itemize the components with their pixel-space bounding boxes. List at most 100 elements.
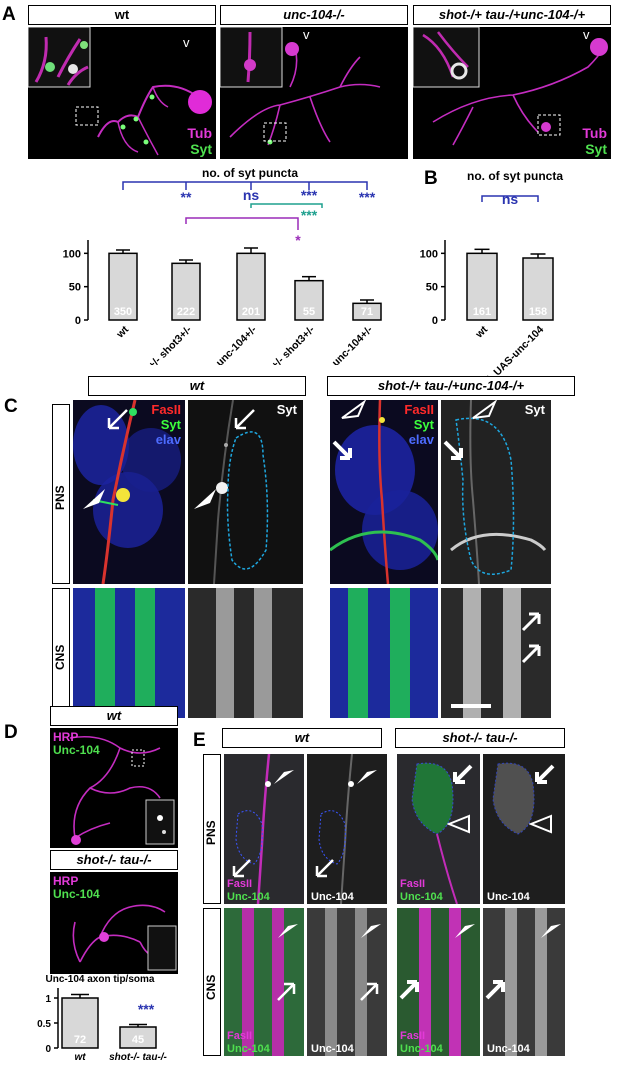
n-label: 350	[114, 306, 132, 318]
micrograph-c-cns-color-wt	[73, 588, 185, 718]
legend-hrp: HRP	[53, 730, 79, 744]
open-arrow-icon	[107, 409, 128, 430]
panel-e-title-mutant: shot-/- tau-/-	[395, 728, 565, 748]
legend-unc104: Unc-104	[400, 891, 443, 903]
arrowhead-icon: v	[583, 27, 590, 42]
micrograph-c-cns-color-mutant	[330, 588, 438, 718]
open-arrowhead-icon	[341, 400, 366, 419]
legend-fasii: FasII	[404, 402, 434, 417]
row-label-cns: CNS	[53, 644, 67, 670]
micrograph-c-pns-color-wt: FasII Syt elav	[73, 400, 185, 584]
panel-c-title-triple-het: shot-/+ tau-/+unc-104-/+	[327, 376, 575, 396]
legend-unc104-gray: Unc-104	[487, 1043, 530, 1055]
legend-syt: Syt	[160, 417, 181, 432]
micrograph-c-pns-syt-mutant: Syt	[441, 400, 551, 584]
panel-label-a: A	[2, 4, 16, 25]
significance-bracket	[481, 195, 539, 202]
n-label: 72	[74, 1034, 86, 1046]
y-tick-label: 0.5	[37, 1019, 51, 1030]
n-label: 55	[303, 306, 315, 318]
row-label-cns-box	[203, 908, 221, 1056]
panel-d-title-wt: wt	[50, 706, 178, 726]
significance-label: ***	[359, 189, 376, 205]
chart-a: no. of syt puncta 0 50 100 350 wt 222 tau+/- sh…	[63, 166, 382, 365]
legend-unc104-gray: Unc-104	[311, 891, 354, 903]
open-arrow-icon	[277, 982, 296, 1001]
row-label-pns: PNS	[53, 485, 67, 510]
y-tick-label: 1	[45, 994, 51, 1005]
arrowhead-icon	[541, 924, 561, 938]
micrograph-e-cns-color-wt: FasII Unc-104	[224, 908, 304, 1056]
arrow-icon	[521, 644, 541, 664]
legend-elav: elav	[155, 432, 181, 447]
micrograph-d-mutant: HRP Unc-104	[50, 872, 178, 974]
category-label: tau+/- shot3+/-	[135, 323, 195, 365]
panel-a-title-unc104: unc-104-/-	[220, 5, 408, 25]
arrowhead-icon	[357, 770, 377, 784]
chart-d: Unc-104 axon tip/soma 0 0.5 1 72 wt 45 shot-/- …	[37, 974, 167, 1063]
micrograph-d-wt: HRP Unc-104	[50, 728, 178, 848]
legend-syt: Syt	[190, 141, 212, 157]
y-tick-label: 50	[426, 282, 438, 294]
legend-fasii: FasII	[227, 878, 253, 890]
chart-title: Unc-104 axon tip/soma	[46, 974, 155, 985]
y-tick-label: 100	[63, 248, 81, 260]
micrograph-e-pns-gray-wt: Unc-104	[307, 754, 387, 904]
y-tick-label: 0	[432, 315, 438, 327]
chart-title: no. of syt puncta	[202, 166, 298, 180]
legend-unc104: Unc-104	[227, 1043, 270, 1055]
row-label-pns-box	[52, 404, 70, 584]
legend-syt-gray: Syt	[524, 402, 545, 417]
bar	[466, 252, 498, 321]
open-arrowhead-icon	[447, 814, 470, 834]
micrograph-c-cns-syt-mutant	[441, 588, 551, 718]
significance-bracket	[185, 217, 299, 230]
significance-label: ***	[138, 1001, 155, 1017]
arrowhead-icon	[83, 489, 105, 509]
arrow-icon	[535, 764, 555, 784]
legend-unc104: Unc-104	[53, 743, 100, 757]
micrograph-e-cns-color-mutant: FasII Unc-104	[397, 908, 480, 1056]
arrow-icon	[485, 980, 505, 1000]
open-arrow-icon	[315, 859, 334, 878]
arrow-icon	[521, 612, 541, 632]
arrow-icon	[332, 440, 352, 460]
significance-label: ***	[301, 207, 318, 223]
significance-label: *	[295, 232, 301, 248]
micrograph-a-unc104: v	[220, 27, 408, 159]
n-label: 161	[473, 306, 491, 318]
row-label-pns-box	[203, 754, 221, 904]
bar	[171, 262, 201, 321]
panel-d-title-mutant: shot-/- tau-/-	[50, 850, 178, 870]
category-label: wt	[473, 323, 491, 341]
chart-title: no. of syt puncta	[467, 169, 563, 183]
n-label: 71	[361, 306, 373, 318]
legend-fasii: FasII	[227, 1030, 253, 1042]
significance-label: ***	[301, 187, 318, 203]
micrograph-c-cns-syt-wt	[188, 588, 303, 718]
micrograph-c-pns-color-mutant: FasII Syt elav	[330, 400, 438, 584]
legend-unc104-gray: Unc-104	[487, 891, 530, 903]
legend-syt-gray: Syt	[276, 402, 297, 417]
micrograph-e-pns-color-wt: FasII Unc-104	[224, 754, 304, 904]
panel-label-e: E	[193, 730, 206, 751]
bar	[294, 279, 324, 321]
category-label: wt	[114, 323, 132, 341]
n-label: 222	[177, 306, 195, 318]
arrowhead-icon: v	[303, 27, 310, 42]
open-arrowhead-icon	[529, 814, 552, 834]
legend-unc104: Unc-104	[53, 887, 100, 901]
legend-elav: elav	[408, 432, 434, 447]
panel-label-b: B	[424, 168, 438, 189]
y-tick-label: 0	[75, 315, 81, 327]
significance-label: ns	[502, 191, 519, 207]
arrowhead-icon	[361, 924, 381, 938]
legend-syt: Syt	[585, 141, 607, 157]
legend-syt: Syt	[413, 417, 434, 432]
open-arrow-icon	[232, 859, 251, 878]
category-label: wt	[74, 1052, 86, 1063]
arrowhead-icon	[194, 489, 216, 509]
legend-unc104: Unc-104	[227, 891, 270, 903]
open-arrowhead-icon	[472, 400, 497, 419]
